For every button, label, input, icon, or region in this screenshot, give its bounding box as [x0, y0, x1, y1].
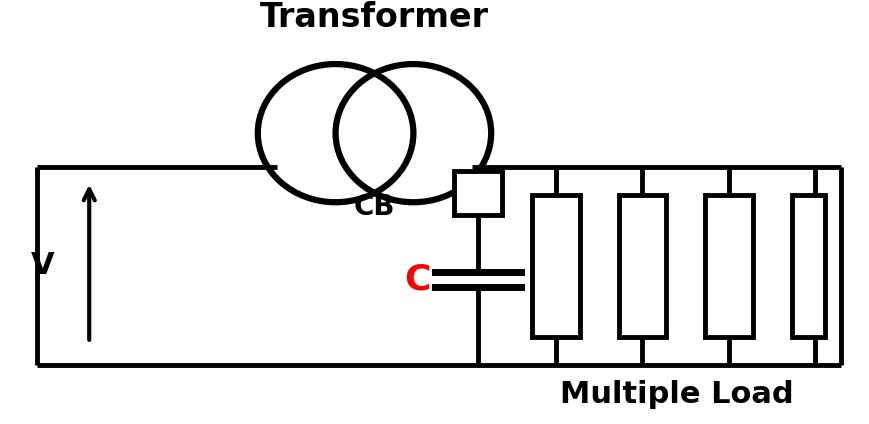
Text: Transformer: Transformer [260, 1, 488, 34]
Text: C: C [404, 262, 430, 296]
Text: Multiple Load: Multiple Load [560, 380, 793, 409]
Bar [705, 195, 752, 337]
Bar [791, 195, 824, 337]
Text: V: V [31, 251, 55, 280]
Bar [532, 195, 579, 337]
Bar [454, 170, 501, 215]
Text: CB: CB [354, 193, 395, 221]
Bar [618, 195, 666, 337]
